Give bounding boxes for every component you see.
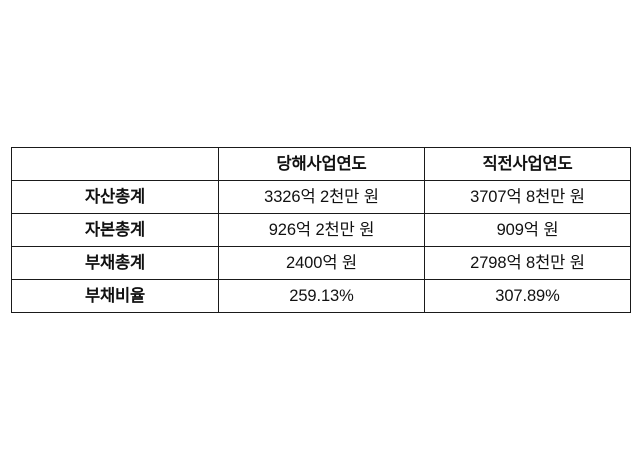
financial-summary-table: 당해사업연도 직전사업연도 자산총계 3326억 2천만 원 3707억 8천만… xyxy=(11,147,631,313)
table-row: 부채총계 2400억 원 2798억 8천만 원 xyxy=(11,246,631,280)
table-row: 자산총계 3326억 2천만 원 3707억 8천만 원 xyxy=(11,180,631,214)
cell-total-assets-current: 3326억 2천만 원 xyxy=(218,180,425,214)
cell-debt-ratio-previous: 307.89% xyxy=(424,279,631,313)
row-label-total-liabilities: 부채총계 xyxy=(11,246,219,280)
table-header: 당해사업연도 직전사업연도 xyxy=(11,147,631,181)
row-label-total-assets: 자산총계 xyxy=(11,180,219,214)
cell-total-equity-current: 926억 2천만 원 xyxy=(218,213,425,247)
row-label-total-equity: 자본총계 xyxy=(11,213,219,247)
column-header-current-year: 당해사업연도 xyxy=(218,147,425,181)
finance-table-container: 당해사업연도 직전사업연도 자산총계 3326억 2천만 원 3707억 8천만… xyxy=(11,147,631,313)
table-row: 부채비율 259.13% 307.89% xyxy=(11,279,631,313)
cell-total-liabilities-current: 2400억 원 xyxy=(218,246,425,280)
cell-total-assets-previous: 3707억 8천만 원 xyxy=(424,180,631,214)
table-row: 자본총계 926억 2천만 원 909억 원 xyxy=(11,213,631,247)
column-header-previous-year: 직전사업연도 xyxy=(424,147,631,181)
row-label-debt-ratio: 부채비율 xyxy=(11,279,219,313)
table-header-row: 당해사업연도 직전사업연도 xyxy=(11,147,631,181)
cell-debt-ratio-current: 259.13% xyxy=(218,279,425,313)
cell-total-equity-previous: 909억 원 xyxy=(424,213,631,247)
table-body: 자산총계 3326억 2천만 원 3707억 8천만 원 자본총계 926억 2… xyxy=(11,180,631,313)
cell-total-liabilities-previous: 2798억 8천만 원 xyxy=(424,246,631,280)
table-corner-cell xyxy=(11,147,219,181)
